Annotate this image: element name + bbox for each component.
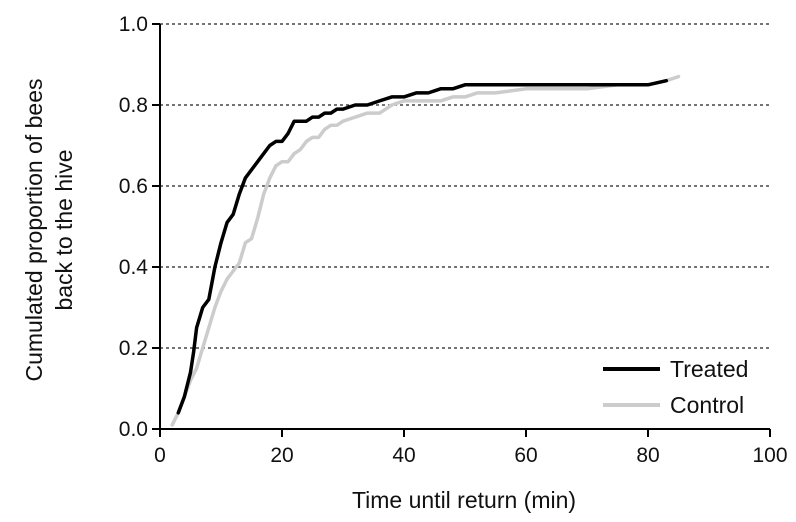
y-tick-label-3: 0.6: [119, 175, 148, 198]
x-tick-label-1: 20: [270, 444, 293, 467]
y-tick-label-5: 1.0: [119, 13, 148, 36]
grid-lines: [160, 23, 770, 349]
series-lines: [170, 74, 681, 427]
x-tick-label-4: 80: [636, 444, 659, 467]
x-tick-label-5: 100: [752, 444, 787, 467]
x-tick-label-3: 60: [514, 444, 537, 467]
series-line-control: [170, 74, 681, 427]
series-line-treated: [176, 78, 669, 415]
legend: Treated Control: [603, 356, 748, 418]
y-tick-label-0: 0.0: [119, 418, 148, 441]
x-tick-label-0: 0: [154, 444, 166, 467]
y-tick-label-2: 0.4: [119, 256, 149, 279]
legend-label-control: Control: [670, 392, 744, 418]
y-tick-label-1: 0.2: [119, 337, 148, 360]
legend-label-treated: Treated: [670, 356, 748, 382]
x-tick-label-2: 40: [392, 444, 415, 467]
axes: [152, 23, 771, 437]
y-axis-title-line-1: Cumulated proportion of bees: [21, 78, 47, 381]
tick-labels: 0.0 0.2 0.4 0.6 0.8 1.0 0 20 40 60 80 100: [119, 13, 788, 467]
y-axis-title-line-2: back to the hive: [51, 149, 77, 310]
y-tick-label-4: 0.8: [119, 94, 148, 117]
x-axis-title: Time until return (min): [352, 487, 576, 513]
